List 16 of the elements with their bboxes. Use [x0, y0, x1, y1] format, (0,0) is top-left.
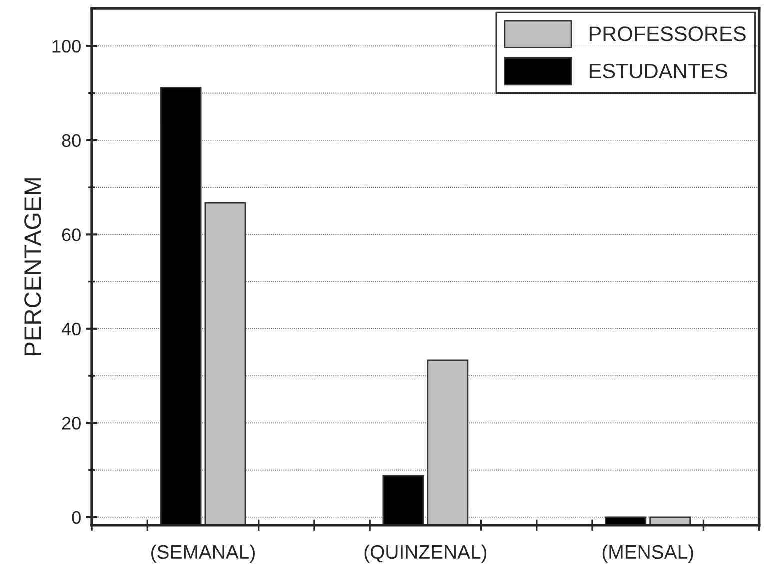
y-tick-label: 40	[62, 322, 81, 336]
y-tick-label: 80	[62, 134, 81, 148]
legend-label: PROFESSORES	[590, 26, 746, 42]
x-tick-label: (SEMANAL)	[152, 544, 255, 563]
y-tick-label: 20	[62, 417, 81, 430]
x-tick-label: (MENSAL)	[602, 544, 694, 563]
y-axis-title: PERCENTAGEM	[24, 178, 42, 356]
bar	[204, 202, 246, 526]
legend-label: ESTUDANTES	[590, 64, 728, 79]
x-tick-label: (QUINZENAL)	[364, 544, 487, 563]
y-tick-label: 60	[62, 228, 81, 242]
bar	[382, 475, 424, 526]
y-tick-label: 100	[52, 40, 81, 53]
bar	[160, 86, 202, 526]
bar	[427, 360, 469, 526]
y-tick-label: 0	[72, 511, 81, 524]
